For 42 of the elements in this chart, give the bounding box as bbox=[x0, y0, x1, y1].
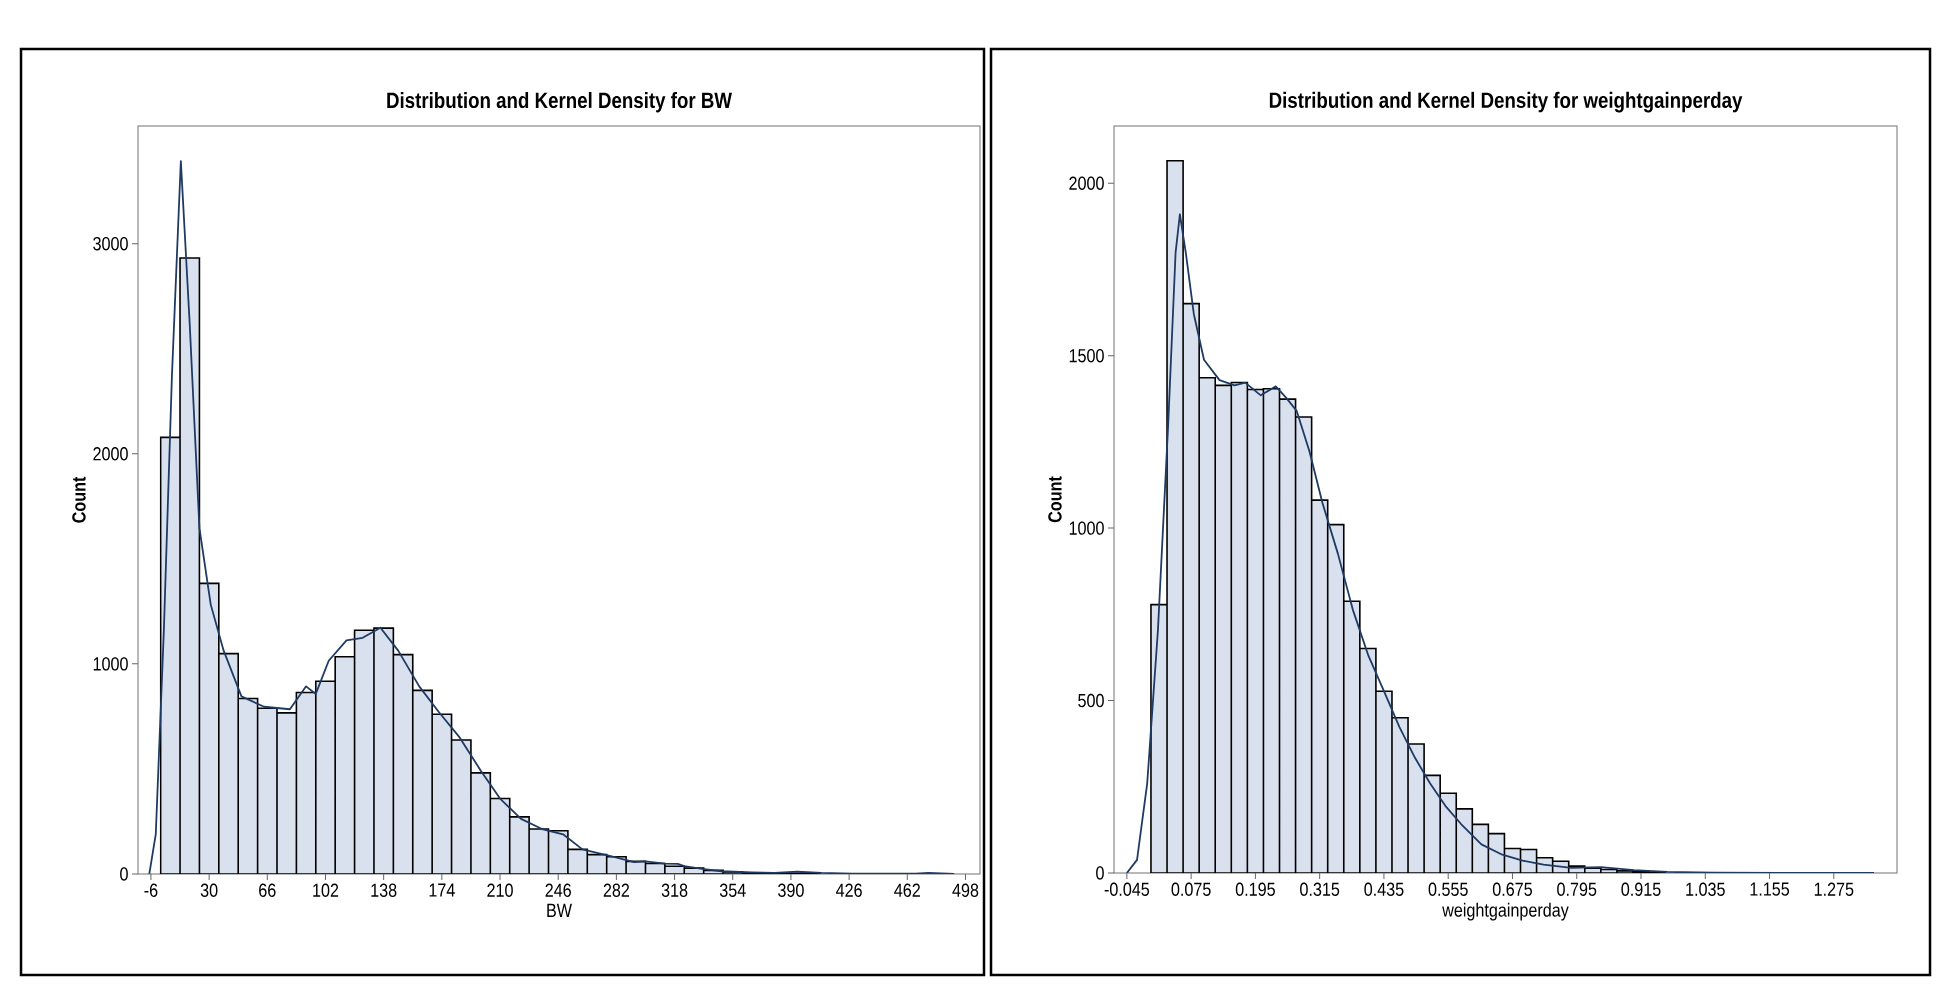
y-tick-label: 0 bbox=[1096, 866, 1104, 880]
y-tick-label: 1000 bbox=[93, 657, 128, 671]
x-tick-label: -0.045 bbox=[1104, 882, 1150, 896]
x-tick-label: 0.675 bbox=[1492, 882, 1532, 896]
chart-title: Distribution and Kernel Density for weightgainperday bbox=[1269, 91, 1743, 113]
x-tick-label: 390 bbox=[778, 883, 804, 897]
y-axis-title: Count bbox=[72, 476, 86, 523]
x-tick-label: 174 bbox=[429, 883, 455, 897]
x-tick-label: 318 bbox=[661, 883, 688, 897]
x-tick-label: 0.075 bbox=[1171, 882, 1211, 896]
y-tick-label: 0 bbox=[120, 867, 128, 881]
x-tick-label: 246 bbox=[545, 883, 571, 897]
x-tick-label: 1.035 bbox=[1686, 882, 1725, 896]
x-tick-label: 210 bbox=[487, 883, 513, 897]
x-tick-label: 462 bbox=[894, 883, 920, 897]
x-tick-label: 0.555 bbox=[1428, 882, 1468, 896]
y-axis-title: Count bbox=[1048, 476, 1062, 523]
y-tick-label: 3000 bbox=[93, 236, 128, 251]
x-tick-label: 1.155 bbox=[1750, 882, 1790, 896]
x-tick-label: 426 bbox=[836, 883, 862, 897]
x-axis-title: BW bbox=[547, 903, 572, 917]
chart-title: Distribution and Kernel Density for BW bbox=[387, 91, 732, 113]
x-tick-label: 102 bbox=[313, 883, 339, 897]
x-axis-title: weightgainperday bbox=[1442, 902, 1569, 921]
x-tick-label: 66 bbox=[259, 883, 276, 897]
x-tick-label: 0.195 bbox=[1235, 882, 1275, 896]
x-tick-label: 498 bbox=[952, 883, 979, 897]
y-tick-label: 2000 bbox=[1069, 176, 1104, 190]
x-tick-label: -6 bbox=[144, 883, 158, 897]
x-tick-label: 30 bbox=[200, 883, 218, 897]
x-tick-label: 0.315 bbox=[1300, 882, 1340, 896]
x-tick-label: 0.435 bbox=[1364, 882, 1404, 896]
x-tick-label: 282 bbox=[603, 883, 630, 897]
x-tick-label: 0.915 bbox=[1621, 882, 1661, 896]
y-tick-label: 1000 bbox=[1069, 521, 1104, 535]
x-tick-label: 138 bbox=[371, 883, 397, 897]
y-tick-label: 1500 bbox=[1069, 348, 1104, 363]
x-tick-label: 354 bbox=[719, 883, 746, 897]
x-tick-label: 0.795 bbox=[1557, 882, 1597, 896]
x-tick-label: 1.275 bbox=[1814, 882, 1854, 896]
y-tick-label: 500 bbox=[1078, 693, 1104, 708]
y-tick-label: 2000 bbox=[93, 447, 128, 461]
